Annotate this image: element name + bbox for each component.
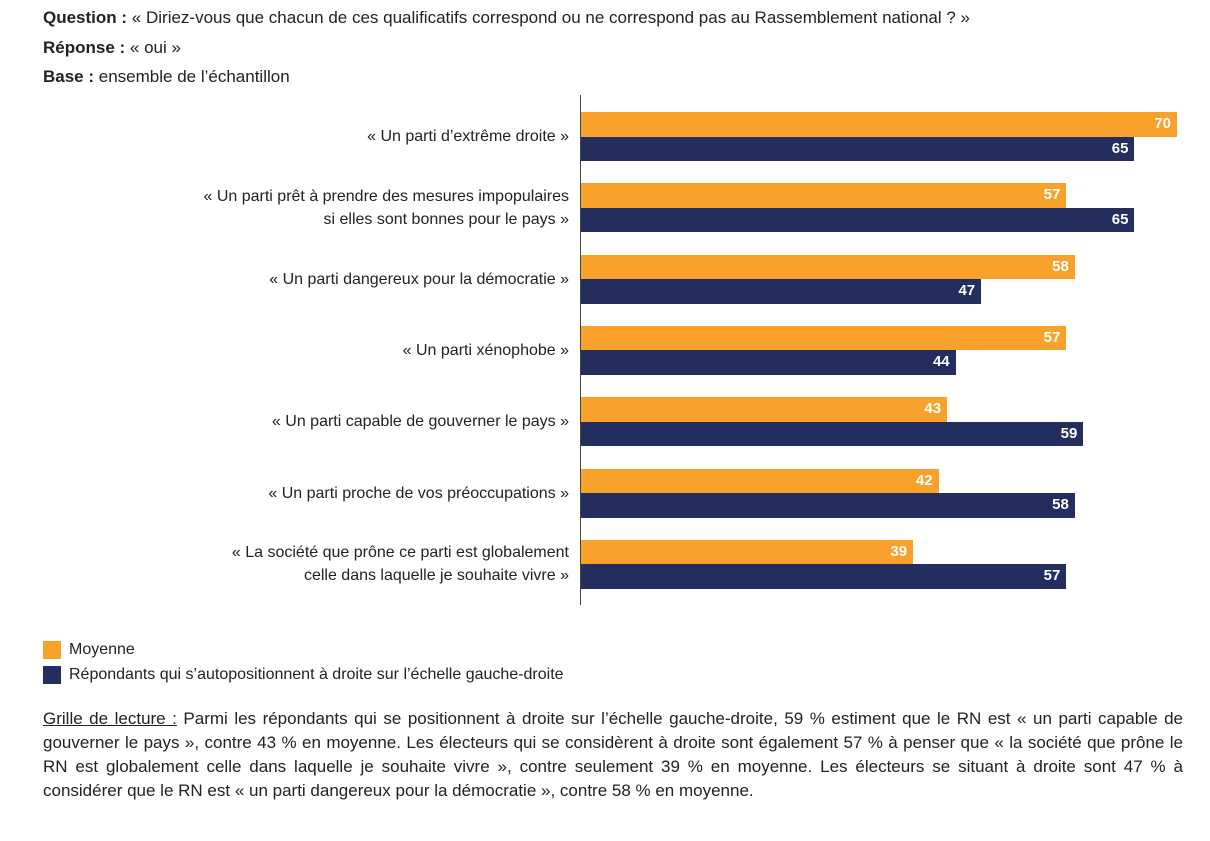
bar-droite <box>581 136 1135 161</box>
category-label: « Un parti capable de gouverner le pays … <box>271 413 569 431</box>
data-label: 65 <box>1111 139 1129 157</box>
data-label: 59 <box>1060 424 1078 442</box>
answer-text: « oui » <box>129 38 181 57</box>
data-label: 42 <box>915 471 933 489</box>
reading-guide: Grille de lecture : Parmi les répondants… <box>43 707 1183 803</box>
bar-moyenne <box>581 254 1075 280</box>
legend-item-moyenne: Moyenne <box>43 640 135 660</box>
legend-swatch-navy <box>43 666 61 684</box>
category-label: « Un parti xénophobe » <box>402 341 569 359</box>
data-label: 57 <box>1043 186 1061 204</box>
data-label: 39 <box>890 542 908 560</box>
bar-moyenne <box>581 325 1067 351</box>
bar-moyenne <box>581 468 939 493</box>
y-axis-line <box>580 95 581 605</box>
category-label: « Un parti proche de vos préoccupations … <box>268 484 569 502</box>
data-label: 47 <box>958 282 976 300</box>
data-label: 70 <box>1154 115 1171 132</box>
question-line: Question : « Diriez-vous que chacun de c… <box>43 8 970 28</box>
question-label: Question : <box>43 8 128 27</box>
legend-label: Répondants qui s’autopositionnent à droi… <box>69 666 564 683</box>
category-label: « La société que prône ce parti est glob… <box>231 544 569 585</box>
bar-droite <box>581 279 982 304</box>
bar-droite <box>581 493 1075 518</box>
data-label: 58 <box>1052 496 1069 513</box>
bar-droite <box>581 564 1067 589</box>
bar-moyenne <box>581 397 948 422</box>
category-label: « Un parti prêt à prendre des mesures im… <box>203 187 569 228</box>
bar-moyenne <box>581 183 1067 208</box>
answer-label: Réponse : <box>43 38 126 57</box>
data-label: 58 <box>1052 257 1069 275</box>
category-label: « Un parti d’extrême droite » <box>367 128 569 145</box>
base-label: Base : <box>43 67 95 86</box>
data-label: 65 <box>1111 210 1129 228</box>
legend-label: Moyenne <box>69 641 135 658</box>
bar-droite <box>581 421 1084 447</box>
bar-moyenne <box>581 539 914 565</box>
category-label: « Un parti dangereux pour la démocratie … <box>269 270 569 288</box>
data-label: 44 <box>932 353 950 371</box>
legend-swatch-orange <box>43 641 61 659</box>
data-label: 43 <box>924 400 942 418</box>
bar-moyenne <box>581 112 1177 137</box>
legend-item-droite: Répondants qui s’autopositionnent à droi… <box>43 665 564 685</box>
answer-line: Réponse : « oui » <box>43 38 181 58</box>
bar-droite <box>581 207 1135 233</box>
data-label: 57 <box>1043 328 1061 346</box>
reading-label: Grille de lecture : <box>43 709 177 728</box>
bar-droite <box>581 350 956 375</box>
reading-text: Parmi les répondants qui se positionnent… <box>43 709 1184 800</box>
question-text: « Diriez-vous que chacun de ces qualific… <box>131 8 971 27</box>
base-text: ensemble de l’échantillon <box>98 67 290 86</box>
data-label: 57 <box>1043 567 1061 585</box>
bar-chart: « Un parti d’extrême droite » 70 65 « Un pa… <box>203 95 1177 605</box>
base-line: Base : ensemble de l’échantillon <box>43 67 290 87</box>
